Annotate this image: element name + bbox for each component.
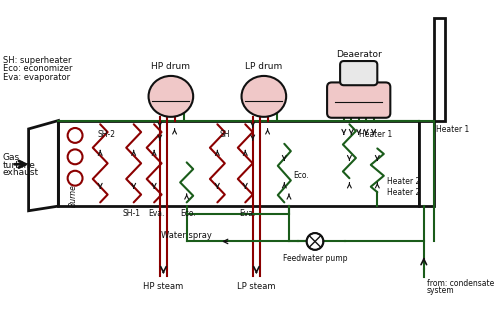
Polygon shape — [28, 121, 58, 211]
Text: Eva.: Eva. — [239, 209, 256, 218]
Text: Eva: evaporator: Eva: evaporator — [4, 73, 70, 82]
Text: SH-2: SH-2 — [98, 130, 116, 139]
Text: Eco.: Eco. — [294, 171, 310, 180]
Text: LP steam: LP steam — [237, 282, 276, 291]
Text: HP drum: HP drum — [152, 62, 190, 71]
Text: system: system — [426, 286, 454, 295]
Text: LP drum: LP drum — [245, 62, 282, 71]
Text: SH-1: SH-1 — [123, 209, 141, 218]
Text: HP steam: HP steam — [144, 282, 184, 291]
Polygon shape — [419, 18, 445, 206]
Text: Eco: economizer: Eco: economizer — [4, 64, 73, 73]
Text: exhaust: exhaust — [2, 168, 38, 177]
Text: Burners: Burners — [68, 177, 78, 207]
FancyBboxPatch shape — [327, 83, 390, 118]
Text: Heater 2: Heater 2 — [386, 177, 420, 186]
Text: Heater 1: Heater 1 — [436, 125, 469, 134]
Text: Heater 2: Heater 2 — [386, 188, 420, 197]
Circle shape — [306, 233, 324, 250]
Text: Feedwater pump: Feedwater pump — [283, 255, 348, 264]
Text: Gas: Gas — [2, 153, 20, 162]
FancyBboxPatch shape — [340, 61, 378, 85]
Bar — [58, 121, 419, 206]
Text: Eco.: Eco. — [180, 209, 196, 218]
Text: Deaerator: Deaerator — [336, 50, 382, 59]
Text: Water spray: Water spray — [161, 231, 212, 240]
Ellipse shape — [242, 76, 286, 117]
Text: from: condensate: from: condensate — [426, 279, 494, 288]
Text: turbine: turbine — [2, 161, 35, 170]
Ellipse shape — [148, 76, 193, 117]
Text: Eva.: Eva. — [148, 209, 164, 218]
Circle shape — [68, 128, 82, 143]
Text: SH: SH — [219, 130, 230, 139]
Text: Heater 1: Heater 1 — [358, 130, 392, 139]
Text: SH: superheater: SH: superheater — [4, 56, 72, 65]
Circle shape — [68, 149, 82, 164]
Circle shape — [68, 171, 82, 186]
